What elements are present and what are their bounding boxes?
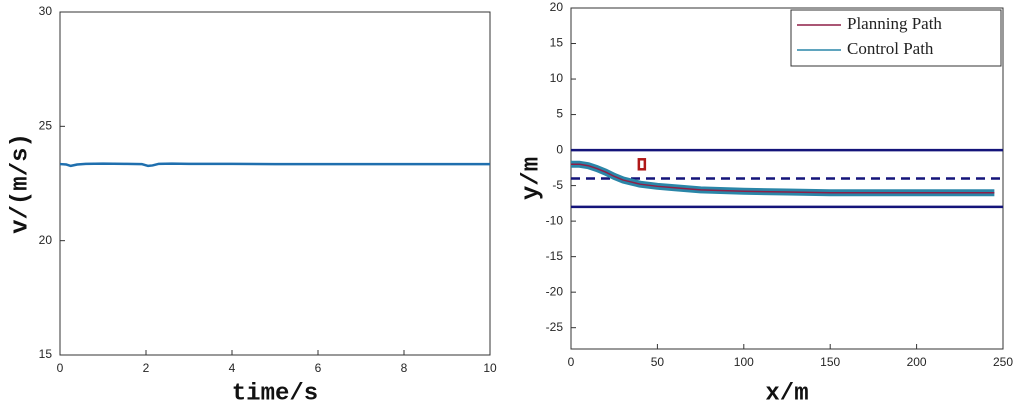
legend-box (790, 9, 1002, 67)
legend-label: Planning Path (847, 14, 942, 33)
y-tick-label: -15 (546, 249, 564, 263)
obstacle (637, 158, 647, 171)
y-tick-label: 20 (39, 233, 53, 247)
x-tick-label: 0 (568, 355, 575, 369)
x-tick-label: 150 (820, 355, 840, 369)
y-tick-label: 0 (556, 142, 563, 156)
y-tick-label: 10 (550, 71, 564, 85)
data-line (571, 163, 995, 194)
x-axis-label: time/s (232, 380, 318, 406)
y-tick-label: 20 (550, 0, 564, 14)
y-tick-label: -20 (546, 284, 564, 298)
y-tick-label: -10 (546, 213, 564, 227)
y-axis-label: y/m (518, 157, 545, 200)
plot-area (59, 11, 491, 356)
x-tick-label: 2 (143, 361, 150, 375)
y-tick-label: -25 (546, 320, 564, 334)
y-tick-label: 15 (550, 36, 564, 50)
x-tick-label: 10 (483, 361, 497, 375)
x-tick-label: 0 (57, 361, 64, 375)
x-axis-label: x/m (765, 380, 808, 406)
y-tick-label: 5 (556, 107, 563, 121)
y-tick-label: -5 (552, 178, 563, 192)
x-tick-label: 200 (907, 355, 927, 369)
x-tick-label: 8 (401, 361, 408, 375)
x-tick-label: 6 (315, 361, 322, 375)
legend-label: Control Path (847, 39, 934, 58)
x-tick-label: 4 (229, 361, 236, 375)
x-tick-label: 100 (734, 355, 754, 369)
data-line (59, 162, 490, 168)
y-tick-label: 25 (39, 119, 53, 133)
y-axis-label: v/(m/s) (7, 133, 34, 234)
y-tick-label: 30 (39, 4, 53, 18)
x-tick-label: 250 (993, 355, 1013, 369)
y-tick-label: 15 (39, 347, 53, 361)
x-tick-label: 50 (651, 355, 665, 369)
